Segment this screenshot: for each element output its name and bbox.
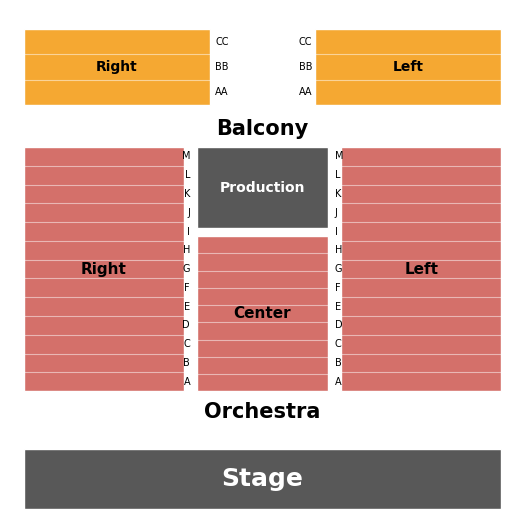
Text: E: E xyxy=(184,302,190,312)
Text: I: I xyxy=(187,226,190,236)
Text: Left: Left xyxy=(393,60,424,74)
Text: K: K xyxy=(335,189,341,199)
Text: B: B xyxy=(335,358,342,368)
Text: BB: BB xyxy=(299,62,312,72)
Text: D: D xyxy=(182,320,190,330)
Text: Orchestra: Orchestra xyxy=(204,402,321,422)
Text: F: F xyxy=(184,283,190,293)
Text: G: G xyxy=(183,264,190,274)
Bar xyxy=(197,236,328,391)
Text: Production: Production xyxy=(220,181,305,195)
Text: E: E xyxy=(335,302,341,312)
Text: AA: AA xyxy=(299,87,312,97)
Bar xyxy=(315,29,501,105)
Text: F: F xyxy=(335,283,341,293)
Text: D: D xyxy=(335,320,343,330)
Text: BB: BB xyxy=(215,62,229,72)
Text: Left: Left xyxy=(404,261,438,277)
Text: C: C xyxy=(183,339,190,349)
Text: M: M xyxy=(335,151,343,161)
Text: B: B xyxy=(183,358,190,368)
Text: G: G xyxy=(335,264,342,274)
Text: L: L xyxy=(185,170,190,180)
Text: M: M xyxy=(182,151,190,161)
Text: J: J xyxy=(187,208,190,218)
Bar xyxy=(24,29,210,105)
Text: J: J xyxy=(335,208,338,218)
Text: A: A xyxy=(335,377,342,387)
Text: H: H xyxy=(335,245,342,255)
Text: I: I xyxy=(335,226,338,236)
Text: CC: CC xyxy=(215,37,229,47)
Text: CC: CC xyxy=(299,37,312,47)
Text: Right: Right xyxy=(96,60,138,74)
Text: Center: Center xyxy=(234,306,291,321)
Text: C: C xyxy=(335,339,342,349)
Text: AA: AA xyxy=(215,87,229,97)
Text: L: L xyxy=(335,170,340,180)
Text: Stage: Stage xyxy=(222,467,303,491)
Bar xyxy=(24,449,501,509)
Bar xyxy=(341,147,501,391)
Text: K: K xyxy=(184,189,190,199)
Bar xyxy=(197,147,328,228)
Text: Right: Right xyxy=(81,261,127,277)
Bar xyxy=(24,147,184,391)
Text: Balcony: Balcony xyxy=(216,119,309,139)
Text: H: H xyxy=(183,245,190,255)
Text: A: A xyxy=(183,377,190,387)
